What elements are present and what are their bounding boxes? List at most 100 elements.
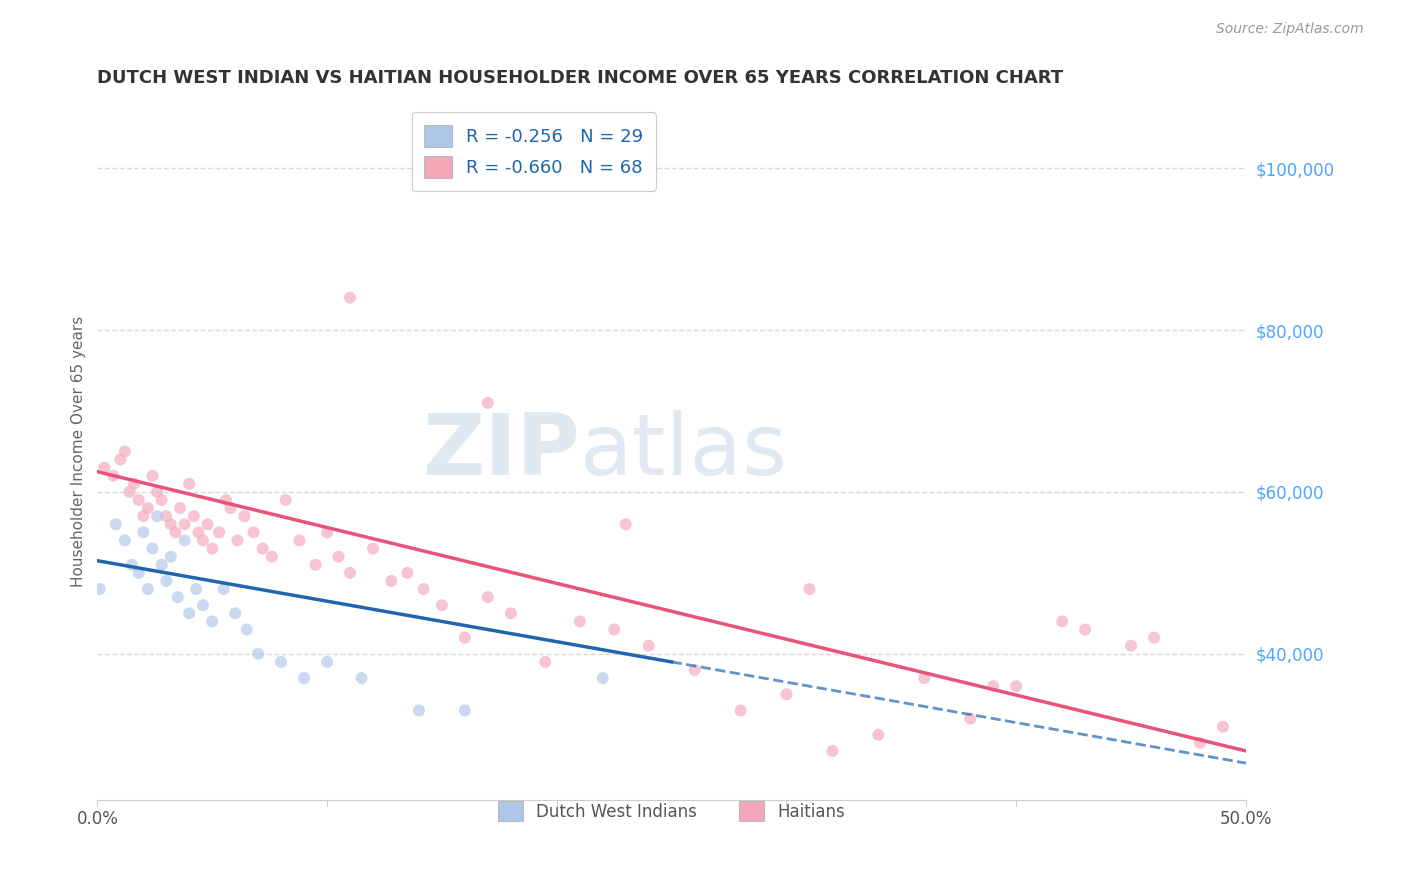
Point [121,558,143,572]
Point [592,671,614,685]
Point [103,468,125,483]
Point [201,541,224,556]
Point [235,623,257,637]
Point [183,509,205,524]
Point [114,533,136,548]
Point [169,501,191,516]
Point [316,525,339,540]
Point [173,533,195,548]
Point [150,558,173,572]
Point [173,517,195,532]
Point [274,493,297,508]
Point [730,703,752,717]
Point [339,566,361,580]
Point [412,582,434,596]
Point [1005,679,1028,693]
Point [179,607,201,621]
Point [136,582,159,596]
Point [959,712,981,726]
Point [1212,720,1234,734]
Point [260,549,283,564]
Point [477,590,499,604]
Point [637,639,659,653]
Point [150,493,173,508]
Point [430,599,453,613]
Point [233,509,256,524]
Point [118,484,141,499]
Point [93,460,115,475]
Legend: Dutch West Indians, Haitians: Dutch West Indians, Haitians [486,789,856,833]
Point [775,687,797,701]
Point [603,623,626,637]
Point [191,599,214,613]
Point [247,647,270,661]
Point [242,525,264,540]
Point [110,452,132,467]
Point [252,541,274,556]
Point [304,558,326,572]
Point [224,607,246,621]
Point [499,607,522,621]
Point [328,549,350,564]
Point [155,509,177,524]
Point [1143,631,1166,645]
Point [380,574,402,588]
Point [981,679,1004,693]
Point [197,517,219,532]
Point [215,493,238,508]
Point [226,533,249,548]
Point [614,517,637,532]
Point [799,582,821,596]
Point [122,476,145,491]
Point [821,744,844,758]
Point [292,671,315,685]
Point [339,291,361,305]
Point [208,525,231,540]
Point [132,525,155,540]
Point [361,541,384,556]
Point [454,631,477,645]
Point [454,703,477,717]
Point [166,590,188,604]
Text: DUTCH WEST INDIAN VS HAITIAN HOUSEHOLDER INCOME OVER 65 YEARS CORRELATION CHART: DUTCH WEST INDIAN VS HAITIAN HOUSEHOLDER… [97,69,1063,87]
Point [201,615,224,629]
Point [104,517,127,532]
Point [288,533,311,548]
Point [184,582,207,596]
Point [141,541,163,556]
Point [683,663,706,677]
Point [912,671,935,685]
Point [136,501,159,516]
Point [534,655,557,669]
Point [212,582,235,596]
Point [141,468,163,483]
Text: atlas: atlas [579,410,787,493]
Point [146,484,169,499]
Point [1119,639,1142,653]
Point [132,509,155,524]
Point [1074,623,1097,637]
Point [155,574,177,588]
Point [868,728,890,742]
Point [146,509,169,524]
Point [396,566,419,580]
Point [408,703,430,717]
Point [114,444,136,458]
Point [219,501,242,516]
Point [568,615,591,629]
Point [191,533,214,548]
Point [128,566,150,580]
Point [160,517,183,532]
Point [270,655,292,669]
Y-axis label: Householder Income Over 65 years: Householder Income Over 65 years [72,316,86,587]
Point [1188,736,1211,750]
Text: ZIP: ZIP [422,410,579,493]
Point [89,582,111,596]
Point [128,493,150,508]
Text: Source: ZipAtlas.com: Source: ZipAtlas.com [1216,22,1364,37]
Point [1050,615,1073,629]
Point [187,525,209,540]
Point [160,549,183,564]
Point [165,525,187,540]
Point [350,671,373,685]
